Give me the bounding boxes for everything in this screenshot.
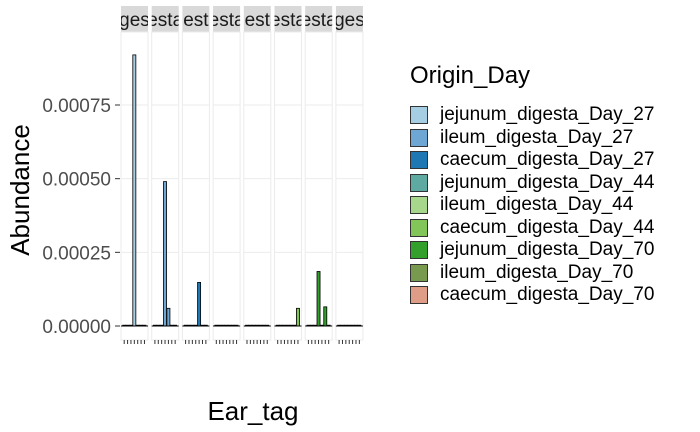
facet-strip bbox=[305, 6, 333, 32]
facet-panel bbox=[212, 31, 241, 341]
facet-strip-label: esta bbox=[147, 10, 183, 31]
facet-strip bbox=[243, 6, 271, 32]
bar bbox=[316, 271, 321, 327]
facet-strip bbox=[335, 6, 363, 32]
bar bbox=[296, 307, 300, 327]
y-tick-label: 0.00050 bbox=[42, 170, 111, 191]
legend-key bbox=[410, 241, 428, 259]
facet-panel bbox=[243, 31, 272, 341]
legend-item: caecum_digesta_Day_27 bbox=[410, 149, 696, 171]
legend-title: Origin_Day bbox=[410, 62, 531, 89]
legend-item: ileum_digesta_Day_44 bbox=[410, 194, 696, 216]
legend-item: jejunum_digesta_Day_27 bbox=[410, 104, 696, 126]
facet-strip bbox=[274, 6, 302, 32]
facet-strip-label: gesta bbox=[173, 10, 220, 31]
bar bbox=[323, 306, 328, 327]
y-tick-label: 0.00000 bbox=[42, 317, 111, 338]
facet-panel bbox=[274, 31, 302, 341]
legend-label: caecum_digesta_Day_27 bbox=[440, 149, 655, 170]
legend-label: caecum_digesta_Day_70 bbox=[440, 284, 655, 305]
facet-strip-label: ges bbox=[334, 10, 365, 31]
legend-key bbox=[410, 218, 428, 237]
facet-strip-label: ges bbox=[119, 10, 150, 31]
facet-panel bbox=[181, 31, 210, 341]
legend-item: jejunum_digesta_Day_44 bbox=[410, 172, 696, 194]
facet-strip-label: gesta bbox=[234, 10, 281, 31]
y-tick-label: 0.00025 bbox=[42, 243, 111, 264]
legend-item: caecum_digesta_Day_70 bbox=[410, 284, 696, 306]
legend-label: jejunum_digesta_Day_70 bbox=[440, 239, 655, 260]
facet-strip bbox=[151, 6, 179, 32]
facet-strip-label: esta bbox=[301, 10, 337, 31]
y-axis-label: Abundance bbox=[5, 124, 35, 256]
legend-label: jejunum_digesta_Day_27 bbox=[440, 104, 655, 125]
legend-key bbox=[410, 196, 428, 214]
legend-item: ileum_digesta_Day_70 bbox=[410, 262, 696, 284]
legend-item: ileum_digesta_Day_27 bbox=[410, 127, 696, 149]
legend-key bbox=[410, 151, 428, 169]
facet-panel bbox=[335, 31, 364, 341]
legend-item: jejunum_digesta_Day_70 bbox=[410, 239, 696, 261]
legend-item: caecum_digesta_Day_44 bbox=[410, 217, 696, 239]
facet-strip bbox=[121, 6, 148, 32]
legend-items: jejunum_digesta_Day_27 ileum_digesta_Day_… bbox=[410, 104, 696, 306]
legend-key bbox=[410, 106, 428, 124]
legend-label: jejunum_digesta_Day_44 bbox=[440, 171, 655, 193]
legend-key bbox=[410, 263, 428, 282]
facet-strip-label: esta bbox=[209, 10, 245, 31]
facet-strip bbox=[182, 6, 210, 32]
legend-key bbox=[410, 286, 428, 304]
y-tick-label: 0.00075 bbox=[42, 96, 111, 117]
legend-key bbox=[410, 173, 428, 192]
bar bbox=[163, 181, 167, 327]
x-axis-label: Ear_tag bbox=[207, 396, 298, 426]
legend-key bbox=[410, 128, 428, 147]
legend-label: caecum_digesta_Day_44 bbox=[440, 216, 655, 238]
legend: Origin_Day jejunum_digesta_Day_27 ileum_d… bbox=[410, 62, 696, 307]
facet-strip bbox=[213, 6, 241, 32]
legend-label: ileum_digesta_Day_70 bbox=[440, 261, 634, 283]
bar bbox=[166, 307, 171, 327]
bar bbox=[132, 54, 137, 327]
legend-label: ileum_digesta_Day_44 bbox=[440, 194, 634, 215]
bar bbox=[197, 281, 202, 327]
legend-label: ileum_digesta_Day_27 bbox=[440, 126, 634, 148]
facet-strip-label: esta bbox=[270, 10, 306, 31]
